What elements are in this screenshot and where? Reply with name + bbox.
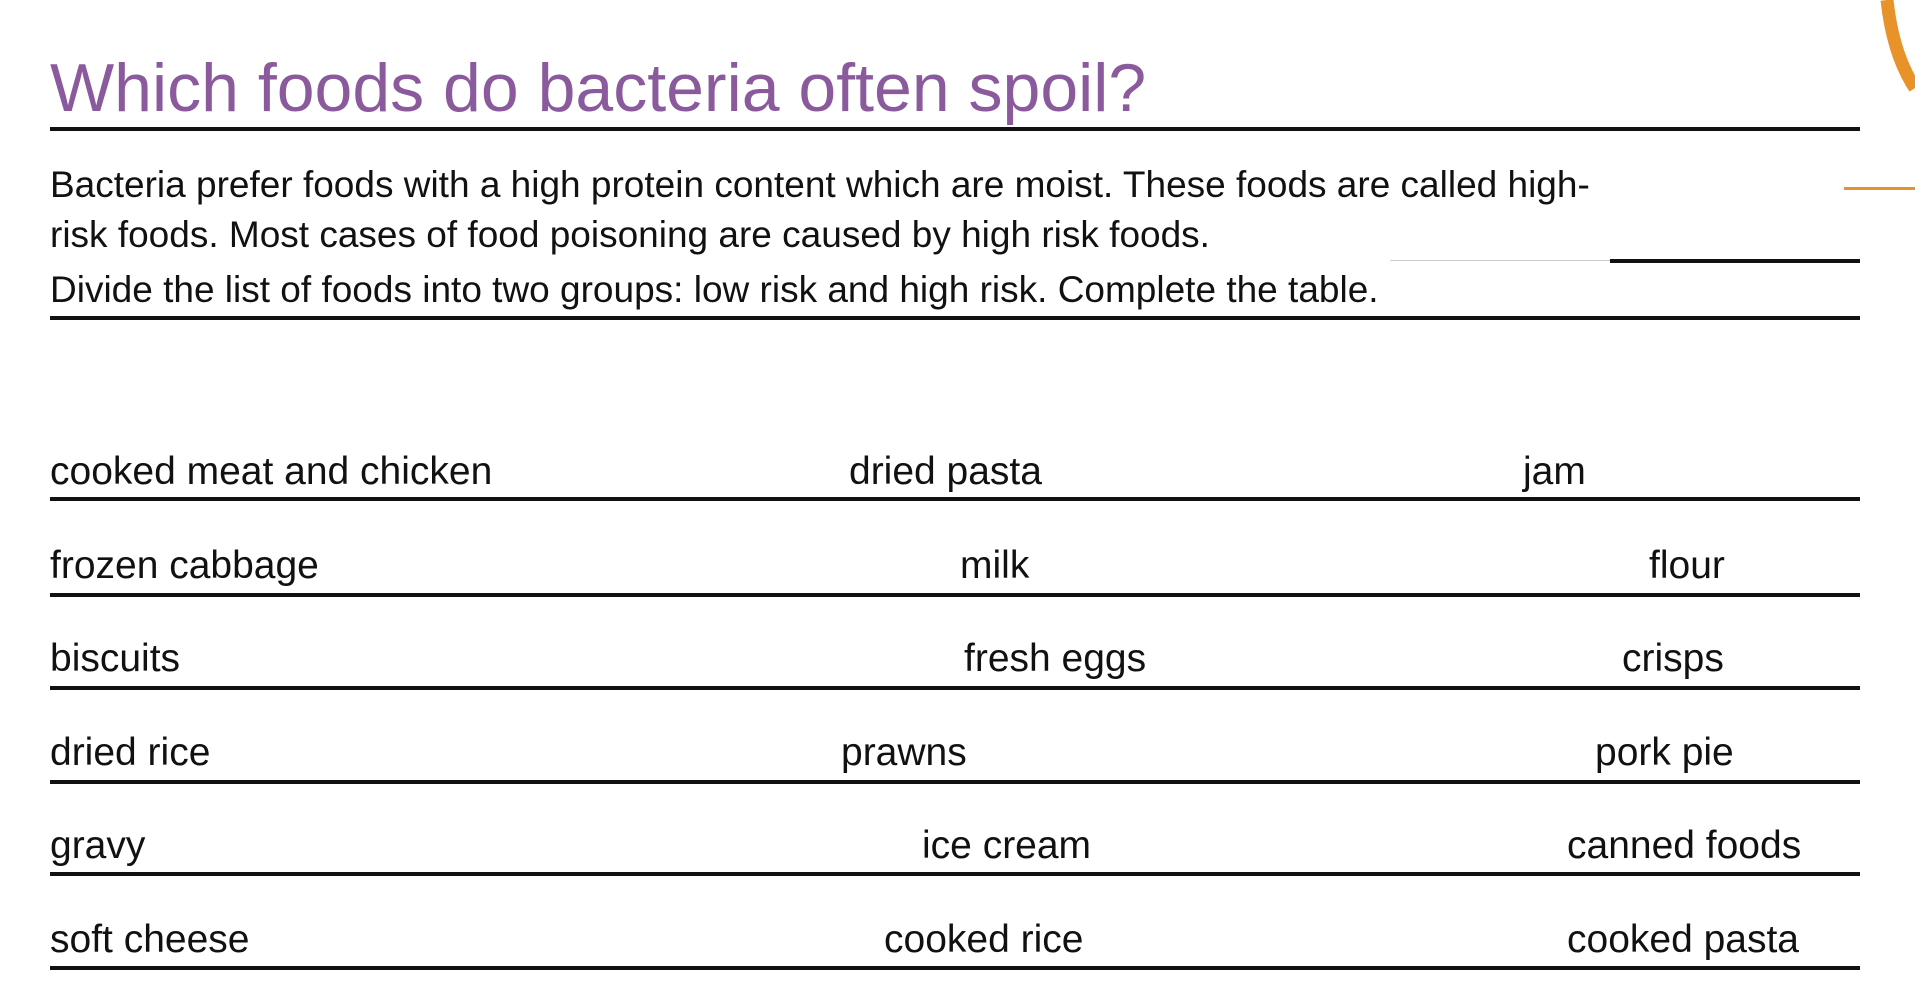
food-item: milk bbox=[960, 544, 1030, 587]
food-item: cooked meat and chicken bbox=[50, 450, 493, 493]
food-item: prawns bbox=[841, 731, 967, 774]
decorative-orange-line bbox=[1844, 187, 1915, 190]
food-item: frozen cabbage bbox=[50, 544, 319, 587]
food-item: crisps bbox=[1622, 637, 1724, 680]
food-item: cooked pasta bbox=[1567, 918, 1800, 961]
food-item: canned foods bbox=[1567, 824, 1802, 867]
intro-rule-faint bbox=[1390, 260, 1610, 261]
row-rule bbox=[50, 966, 1860, 970]
food-item: dried pasta bbox=[849, 450, 1042, 493]
food-item: gravy bbox=[50, 824, 146, 867]
intro-line-2: risk foods. Most cases of food poisoning… bbox=[50, 214, 1210, 255]
row-rule bbox=[50, 593, 1860, 597]
food-item: ice cream bbox=[922, 824, 1092, 867]
page-title: Which foods do bacteria often spoil? bbox=[50, 50, 1147, 126]
food-item: pork pie bbox=[1595, 731, 1734, 774]
food-item: flour bbox=[1649, 544, 1725, 587]
intro-rule bbox=[1610, 259, 1860, 263]
food-item: soft cheese bbox=[50, 918, 250, 961]
decorative-orange-arc bbox=[1880, 0, 1915, 92]
food-item: dried rice bbox=[50, 731, 211, 774]
row-rule bbox=[50, 780, 1860, 784]
food-item: cooked rice bbox=[884, 918, 1084, 961]
title-rule bbox=[50, 127, 1860, 131]
instruction-rule bbox=[50, 316, 1860, 320]
instruction-text: Divide the list of foods into two groups… bbox=[50, 269, 1379, 310]
food-item: jam bbox=[1523, 450, 1586, 493]
row-rule bbox=[50, 497, 1860, 501]
intro-line-1: Bacteria prefer foods with a high protei… bbox=[50, 164, 1590, 205]
row-rule bbox=[50, 686, 1860, 690]
food-item: biscuits bbox=[50, 637, 181, 680]
row-rule bbox=[50, 872, 1860, 876]
food-item: fresh eggs bbox=[964, 637, 1147, 680]
